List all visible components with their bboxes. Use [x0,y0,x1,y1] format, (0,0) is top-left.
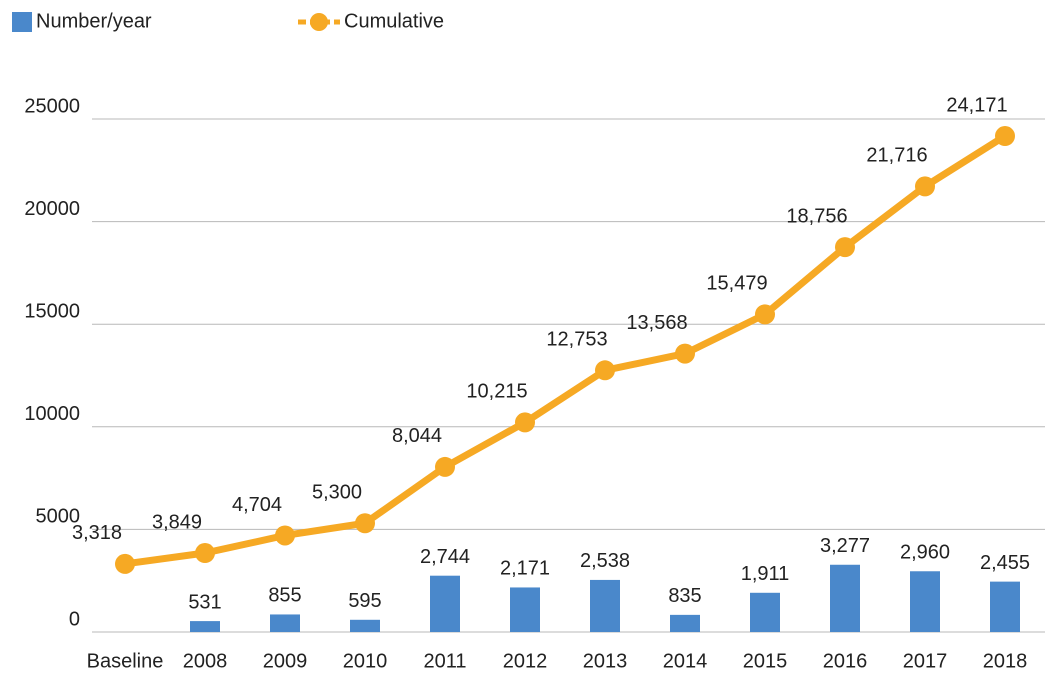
legend-label: Number/year [36,10,152,32]
y-tick-label: 10000 [24,403,80,425]
line-marker [275,525,295,546]
line-marker [675,343,695,364]
line-value-label: 10,215 [466,381,527,403]
legend-label: Cumulative [344,10,444,32]
x-tick-label: 2009 [263,650,308,672]
bar-value-label: 2,538 [580,550,630,572]
line-marker [835,237,855,258]
bar [990,581,1020,632]
line-value-label: 18,756 [786,205,847,227]
bar [190,621,220,632]
line-marker [355,513,375,534]
bar [670,614,700,632]
legend-swatch-marker [310,13,328,31]
line-value-label: 3,849 [152,511,202,533]
bar [830,564,860,632]
x-tick-label: 2010 [343,650,388,672]
bar [590,579,620,632]
line-marker [595,360,615,381]
bar [510,587,540,632]
bar-value-label: 595 [348,590,381,612]
bar [750,592,780,632]
line-marker [755,304,775,325]
y-tick-label: 25000 [24,95,80,117]
bar-value-label: 2,744 [420,546,470,568]
x-tick-label: 2015 [743,650,788,672]
line-marker [995,126,1015,147]
bar-value-label: 2,171 [500,558,550,580]
bar [270,614,300,632]
x-tick-label: 2008 [183,650,228,672]
line-marker [915,176,935,197]
line-value-label: 13,568 [626,312,687,334]
y-tick-label: 5000 [36,506,81,528]
line-marker [195,543,215,564]
line-value-label: 21,716 [866,145,927,167]
x-tick-label: 2014 [663,650,708,672]
line-value-label: 24,171 [946,94,1007,116]
bar-value-label: 2,455 [980,552,1030,574]
x-tick-label: 2017 [903,650,948,672]
y-tick-label: 0 [69,608,80,630]
x-tick-label: 2013 [583,650,628,672]
y-tick-label: 20000 [24,198,80,220]
bar-value-label: 835 [668,585,701,607]
line-marker [435,456,455,477]
line-value-label: 12,753 [546,329,607,351]
bar [430,575,460,632]
y-tick-label: 15000 [24,300,80,322]
line-marker [515,412,535,433]
bar-value-label: 3,277 [820,535,870,557]
line-value-label: 4,704 [232,494,282,516]
bar [910,571,940,632]
line-value-label: 15,479 [706,273,767,295]
bar-value-label: 531 [188,591,221,613]
x-tick-label: 2011 [423,650,466,672]
x-tick-label: Baseline [87,650,164,672]
bar-value-label: 2,960 [900,542,950,564]
x-tick-label: 2018 [983,650,1028,672]
line-marker [115,553,135,574]
legend-swatch [12,12,32,32]
x-tick-label: 2016 [823,650,868,672]
line-value-label: 5,300 [312,482,362,504]
bar-value-label: 855 [268,585,301,607]
x-tick-label: 2012 [503,650,548,672]
line-value-label: 8,044 [392,425,442,447]
bar [350,619,380,632]
line [124,133,1007,568]
bar-value-label: 1,911 [741,563,790,585]
line-value-label: 3,318 [72,522,122,544]
